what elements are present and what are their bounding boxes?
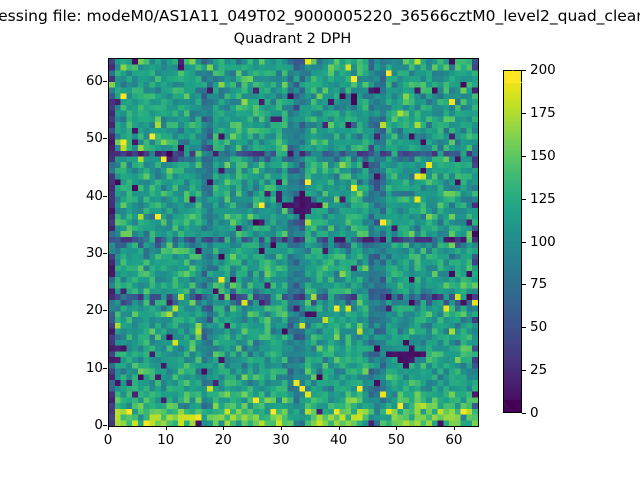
colorbar-tick-label: 0 bbox=[530, 405, 539, 421]
colorbar-tick-label: 25 bbox=[530, 362, 548, 379]
suptitle-container: Processing file: modeM0/AS1A11_049T02_90… bbox=[0, 5, 640, 27]
colorbar-tick-mark bbox=[522, 327, 526, 329]
x-tick-label: 30 bbox=[272, 432, 290, 448]
colorbar-tick-label: 125 bbox=[530, 190, 556, 207]
y-tick-label: 60 bbox=[85, 72, 103, 89]
heatmap-canvas bbox=[109, 59, 478, 426]
y-tick-mark bbox=[103, 425, 107, 426]
colorbar-tick-label: 175 bbox=[530, 104, 556, 121]
colorbar-tick-label: 50 bbox=[530, 319, 548, 336]
y-tick-label: 50 bbox=[85, 130, 103, 147]
x-tick-mark bbox=[338, 426, 340, 430]
heatmap-image bbox=[109, 59, 478, 426]
x-tick-mark bbox=[223, 426, 225, 430]
x-tick-label: 60 bbox=[445, 432, 463, 448]
colorbar-bottom-cap-outline bbox=[502, 413, 522, 427]
processing-file-suptitle: Processing file: modeM0/AS1A11_049T02_90… bbox=[0, 7, 640, 25]
colorbar-top-cap bbox=[504, 70, 522, 83]
colorbar-tick-mark bbox=[522, 284, 526, 286]
y-tick-label: 10 bbox=[85, 359, 103, 376]
colorbar-body bbox=[503, 70, 522, 413]
y-tick-mark bbox=[103, 80, 107, 82]
heatmap-axes bbox=[108, 58, 479, 427]
x-tick-label: 50 bbox=[387, 432, 405, 448]
x-tick-mark bbox=[453, 426, 455, 430]
colorbar-bottom-cap bbox=[504, 400, 522, 413]
colorbar-tick-label: 75 bbox=[530, 276, 548, 293]
x-tick-mark bbox=[396, 426, 398, 430]
y-tick-mark bbox=[103, 138, 107, 140]
colorbar: 0 25 50 75 100 125 150 175 200 bbox=[502, 56, 556, 427]
y-tick-label: 20 bbox=[85, 302, 103, 319]
axes-title: Quadrant 2 DPH bbox=[233, 31, 352, 47]
y-tick-mark bbox=[103, 310, 107, 312]
colorbar-gradient bbox=[504, 71, 521, 412]
colorbar-tick-mark bbox=[522, 112, 526, 114]
colorbar-tick-mark bbox=[522, 370, 526, 372]
x-tick-mark bbox=[165, 426, 167, 430]
y-tick-mark bbox=[103, 367, 107, 369]
colorbar-tick-mark bbox=[522, 70, 526, 71]
x-tick-label: 20 bbox=[214, 432, 232, 448]
y-tick-label: 40 bbox=[85, 187, 103, 204]
colorbar-tick-label: 100 bbox=[530, 233, 556, 250]
y-tick-mark bbox=[103, 195, 107, 197]
colorbar-tick-mark bbox=[522, 413, 526, 414]
colorbar-tick-mark bbox=[522, 241, 526, 243]
y-tick-label: 30 bbox=[85, 244, 103, 261]
x-tick-label: 0 bbox=[103, 432, 113, 448]
x-tick-label: 10 bbox=[157, 432, 175, 448]
x-tick-mark bbox=[108, 426, 109, 430]
colorbar-tick-mark bbox=[522, 155, 526, 157]
y-tick-mark bbox=[103, 252, 107, 254]
x-tick-label: 40 bbox=[330, 432, 348, 448]
colorbar-top-cap-outline bbox=[502, 56, 522, 70]
x-tick-mark bbox=[280, 426, 282, 430]
colorbar-tick-mark bbox=[522, 198, 526, 200]
y-tick-label: 0 bbox=[94, 417, 103, 433]
colorbar-tick-label: 200 bbox=[530, 62, 556, 78]
colorbar-tick-label: 150 bbox=[530, 147, 556, 164]
